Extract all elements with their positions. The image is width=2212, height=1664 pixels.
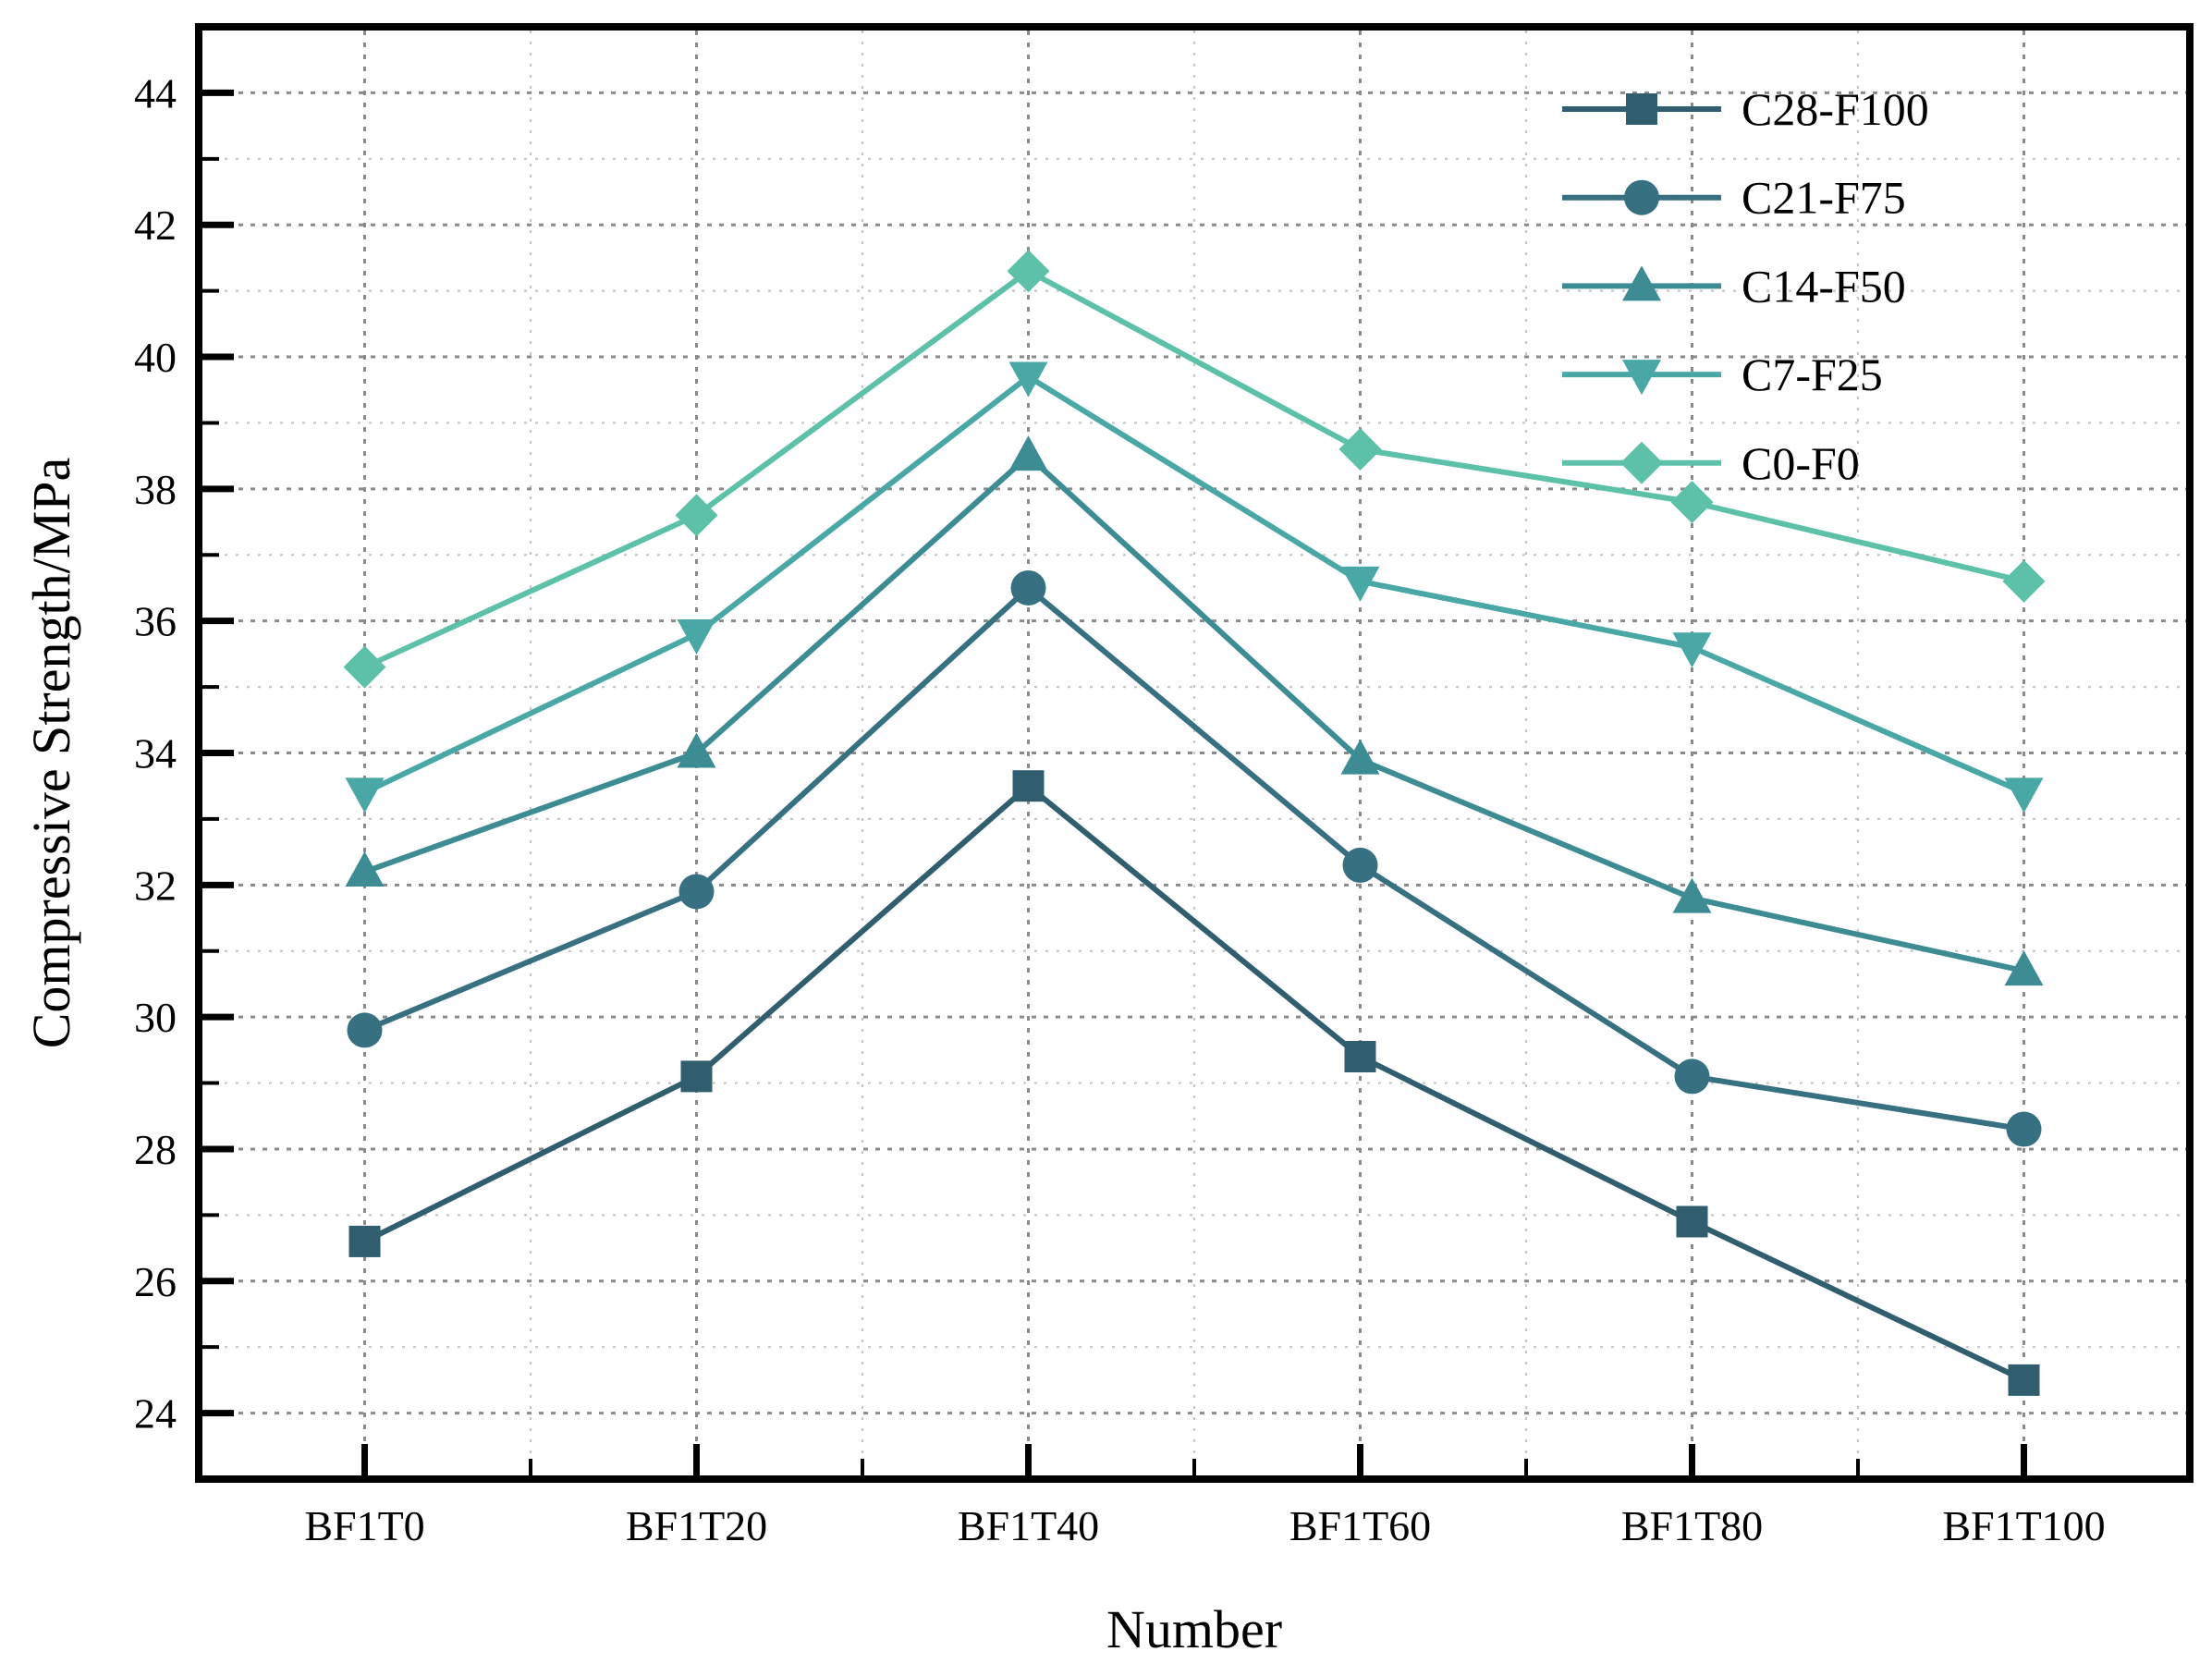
- x-axis-title: Number: [1106, 1599, 1282, 1659]
- y-tick-label: 44: [134, 69, 177, 116]
- y-tick-label: 32: [134, 862, 177, 909]
- x-tick-label: BF1T0: [304, 1502, 424, 1549]
- point-C14-F50-BF1T100: [2004, 950, 2044, 986]
- axes: [195, 23, 2194, 1483]
- x-tick-label: BF1T100: [1942, 1502, 2105, 1549]
- point-C28-F100-BF1T100: [2008, 1364, 2040, 1396]
- y-tick-label: 26: [134, 1258, 177, 1305]
- y-tick-labels: 24 26 28 30 32 34 36 38 40 42 44: [134, 69, 177, 1437]
- y-tick-label: 36: [134, 598, 177, 645]
- point-C14-F50-BF1T20: [677, 732, 716, 768]
- point-C7-F25-BF1T100: [2004, 777, 2044, 814]
- ticks: [202, 89, 2027, 1475]
- point-C7-F25-BF1T60: [1340, 566, 1380, 602]
- point-C28-F100-BF1T20: [680, 1060, 713, 1093]
- point-C28-F100-BF1T40: [1012, 770, 1045, 802]
- legend-item-C7-F25: C7-F25: [1562, 349, 1883, 400]
- legend-label: C21-F75: [1741, 172, 1906, 224]
- point-C0-F0-BF1T100: [2002, 559, 2046, 603]
- series-C21-F75: [347, 569, 2042, 1147]
- point-C0-F0-BF1T40: [1007, 250, 1050, 293]
- point-C7-F25-BF1T40: [1008, 361, 1048, 398]
- legend-marker-diamond-icon: [1620, 441, 1663, 484]
- x-tick-label: BF1T80: [1621, 1502, 1763, 1549]
- series-C28-F100: [348, 770, 2040, 1396]
- series-line-C0-F0: [361, 268, 2027, 670]
- legend-marker-triangle-up-icon: [1622, 265, 1661, 301]
- point-C7-F25-BF1T0: [345, 777, 385, 814]
- legend-item-C28-F100: C28-F100: [1562, 83, 1929, 135]
- point-C14-F50-BF1T0: [345, 851, 385, 887]
- x-tick-label: BF1T20: [626, 1502, 767, 1549]
- legend-label: C0-F0: [1741, 437, 1860, 489]
- point-C7-F25-BF1T20: [677, 618, 716, 655]
- point-C0-F0-BF1T60: [1338, 428, 1382, 471]
- series-C0-F0: [343, 250, 2046, 689]
- point-C0-F0-BF1T80: [1670, 481, 1714, 524]
- point-C28-F100-BF1T60: [1344, 1040, 1376, 1072]
- y-tick-label: 38: [134, 466, 177, 513]
- y-tick-label: 42: [134, 202, 177, 249]
- legend-item-C21-F75: C21-F75: [1562, 172, 1906, 224]
- y-tick-label: 40: [134, 334, 177, 381]
- point-C21-F75-BF1T60: [1342, 847, 1378, 883]
- x-tick-label: BF1T60: [1289, 1502, 1431, 1549]
- point-C0-F0-BF1T20: [675, 494, 718, 537]
- plot-border: [195, 23, 2194, 1483]
- series-line-C14-F50: [361, 453, 2027, 974]
- y-tick-label: 34: [134, 730, 177, 777]
- point-C21-F75-BF1T20: [678, 874, 715, 910]
- point-C14-F50-BF1T60: [1340, 739, 1380, 775]
- y-tick-label: 30: [134, 994, 177, 1041]
- point-C28-F100-BF1T80: [1676, 1205, 1708, 1238]
- legend-item-C0-F0: C0-F0: [1562, 437, 1860, 489]
- y-axis-title: Compressive Strength/MPa: [21, 458, 81, 1049]
- point-C7-F25-BF1T80: [1672, 632, 1712, 668]
- point-C21-F75-BF1T100: [2006, 1111, 2042, 1147]
- point-C28-F100-BF1T0: [348, 1225, 381, 1257]
- series-line-C21-F75: [361, 584, 2027, 1132]
- point-C14-F50-BF1T40: [1008, 435, 1048, 471]
- legend-label: C28-F100: [1741, 83, 1929, 135]
- legend-marker-circle-icon: [1624, 179, 1659, 215]
- point-C21-F75-BF1T80: [1674, 1058, 1710, 1095]
- point-C14-F50-BF1T80: [1672, 877, 1712, 913]
- point-C21-F75-BF1T0: [347, 1012, 383, 1048]
- legend-label: C7-F25: [1741, 349, 1883, 400]
- legend: C28-F100 C21-F75 C14-F50 C7-F25 C0-F0: [1562, 83, 1929, 489]
- legend-item-C14-F50: C14-F50: [1562, 260, 1906, 312]
- y-tick-label: 28: [134, 1126, 177, 1173]
- series-line-C28-F100: [361, 783, 2027, 1383]
- series-C14-F50: [345, 435, 2044, 986]
- point-C0-F0-BF1T0: [343, 645, 386, 689]
- x-tick-label: BF1T40: [958, 1502, 1099, 1549]
- y-tick-label: 24: [134, 1390, 177, 1438]
- legend-marker-square-icon: [1626, 93, 1657, 125]
- series-line-C7-F25: [361, 373, 2027, 796]
- legend-label: C14-F50: [1741, 260, 1906, 312]
- legend-marker-triangle-down-icon: [1622, 360, 1661, 396]
- x-tick-labels: BF1T0 BF1T20 BF1T40 BF1T60 BF1T80 BF1T100: [304, 1502, 2105, 1549]
- point-C21-F75-BF1T40: [1010, 569, 1046, 606]
- series-C7-F25: [345, 361, 2044, 814]
